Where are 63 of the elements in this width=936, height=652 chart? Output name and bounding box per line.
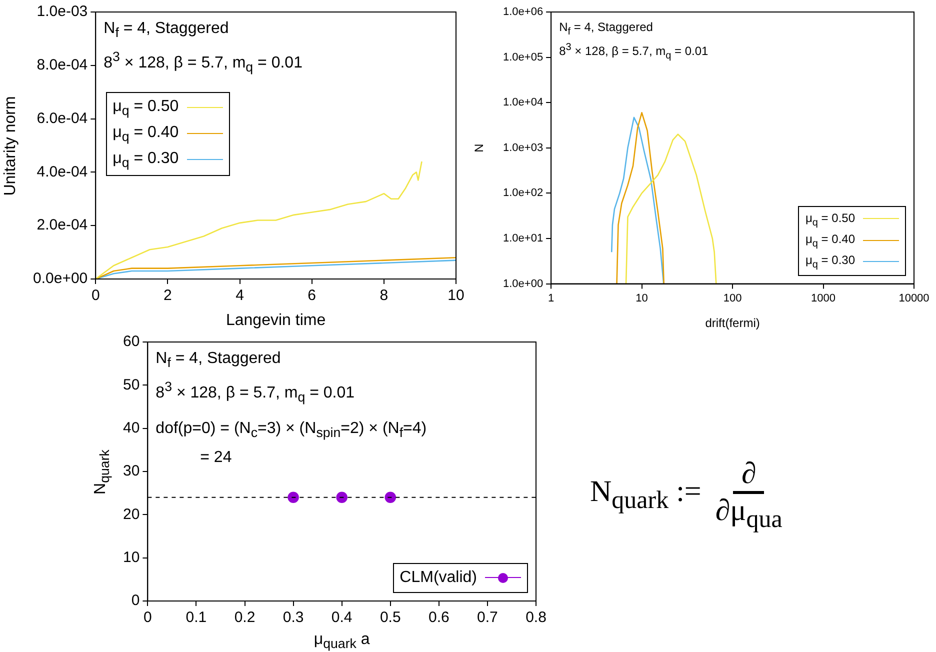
x-tick-label: 0.3 [282, 609, 304, 626]
annotation: dof(p=0) = (N$_{c}$=3) × (N$_{spin}$=2) × (N$_{f}$=4) [156, 420, 427, 441]
annotation: N$_{f}$ = 4, Staggered [156, 350, 281, 370]
x-tick-label: 1 [548, 292, 554, 304]
x-tick-label: 0.8 [526, 609, 546, 626]
text: ∂μ$_{qua}$ [715, 494, 782, 534]
annotation: 8$^{3}$ × 128, β = 5.7, m$_{q}$ = 0.01 [559, 42, 708, 61]
y-tick-label: 0.0e+00 [33, 270, 88, 288]
annotation: 8$^{3}$ × 128, β = 5.7, m$_{q}$ = 0.01 [104, 48, 302, 74]
x-axis-title: Langevin time [224, 312, 327, 330]
y-tick-label: 30 [122, 462, 140, 480]
legend-label: μ$_{q}$ = 0.30 [112, 148, 179, 172]
x-tick-label: 0 [91, 287, 100, 304]
x-tick-label: 1000 [811, 292, 836, 304]
text: N$_{quark}$ := [590, 475, 702, 515]
y-tick-label: 2.0e-04 [36, 216, 88, 234]
y-axis-title: N [472, 144, 486, 152]
x-tick-label: 0.7 [477, 609, 498, 626]
y-tick-label: 4.0e-04 [36, 163, 88, 180]
legend-label: μ$_{q}$ = 0.50 [805, 210, 855, 230]
y-tick-label: 1.0e+05 [502, 51, 544, 64]
x-tick-label: 8 [380, 287, 388, 304]
y-tick-label: 40 [122, 419, 140, 436]
legend-label: μ$_{q}$ = 0.40 [805, 231, 855, 252]
y-tick-label: 1.0e+02 [502, 187, 544, 200]
x-tick-label: 10 [448, 287, 464, 304]
y-axis-title: Unitarity norm [2, 96, 20, 196]
x-tick-label: 0.6 [428, 609, 450, 626]
y-tick-label: 0 [131, 592, 140, 610]
legend-label: CLM(valid) [400, 568, 477, 588]
x-axis-title: μ$_{quark}$ a [312, 631, 371, 652]
y-tick-label: 50 [122, 376, 140, 394]
text: ∂ [733, 456, 764, 494]
legend-label: μ$_{q}$ = 0.30 [805, 252, 855, 273]
x-axis-title: drift(fermi) [704, 316, 761, 330]
y-tick-label: 10 [122, 548, 140, 566]
x-tick-label: 2 [164, 287, 172, 304]
x-tick-label: 100 [723, 292, 742, 304]
y-tick-label: 1.0e+03 [502, 142, 544, 154]
x-tick-label: 0.2 [234, 609, 256, 626]
x-tick-label: 10 [636, 292, 648, 304]
x-tick-label: 10000 [898, 292, 930, 304]
legend-label: μ$_{q}$ = 0.40 [112, 122, 179, 146]
x-tick-label: 0.1 [186, 609, 207, 626]
annotation: = 24 [199, 449, 232, 468]
annotation: N$_{f}$ = 4, Staggered [104, 20, 229, 40]
legend-label: μ$_{q}$ = 0.50 [112, 96, 179, 120]
x-tick-label: 4 [236, 287, 244, 304]
y-tick-label: 1.0e+06 [502, 6, 544, 18]
y-tick-label: 1.0e+01 [502, 232, 544, 245]
y-tick-label: 1.0e+04 [502, 96, 544, 109]
y-tick-label: 6.0e-04 [36, 110, 88, 127]
x-tick-label: 6 [308, 287, 316, 304]
y-tick-label: 60 [122, 333, 140, 350]
x-tick-label: 0 [144, 609, 152, 626]
annotation: N$_{f}$ = 4, Staggered [559, 20, 653, 38]
y-tick-label: 1.0e-03 [36, 3, 88, 20]
x-tick-label: 0.4 [331, 609, 352, 626]
x-tick-label: 0.5 [380, 609, 401, 626]
y-tick-label: 8.0e-04 [36, 56, 88, 74]
y-tick-label: 20 [122, 506, 140, 523]
annotation: 8$^{3}$ × 128, β = 5.7, m$_{q}$ = 0.01 [156, 378, 355, 404]
y-tick-label: 1.0e+00 [502, 278, 544, 290]
